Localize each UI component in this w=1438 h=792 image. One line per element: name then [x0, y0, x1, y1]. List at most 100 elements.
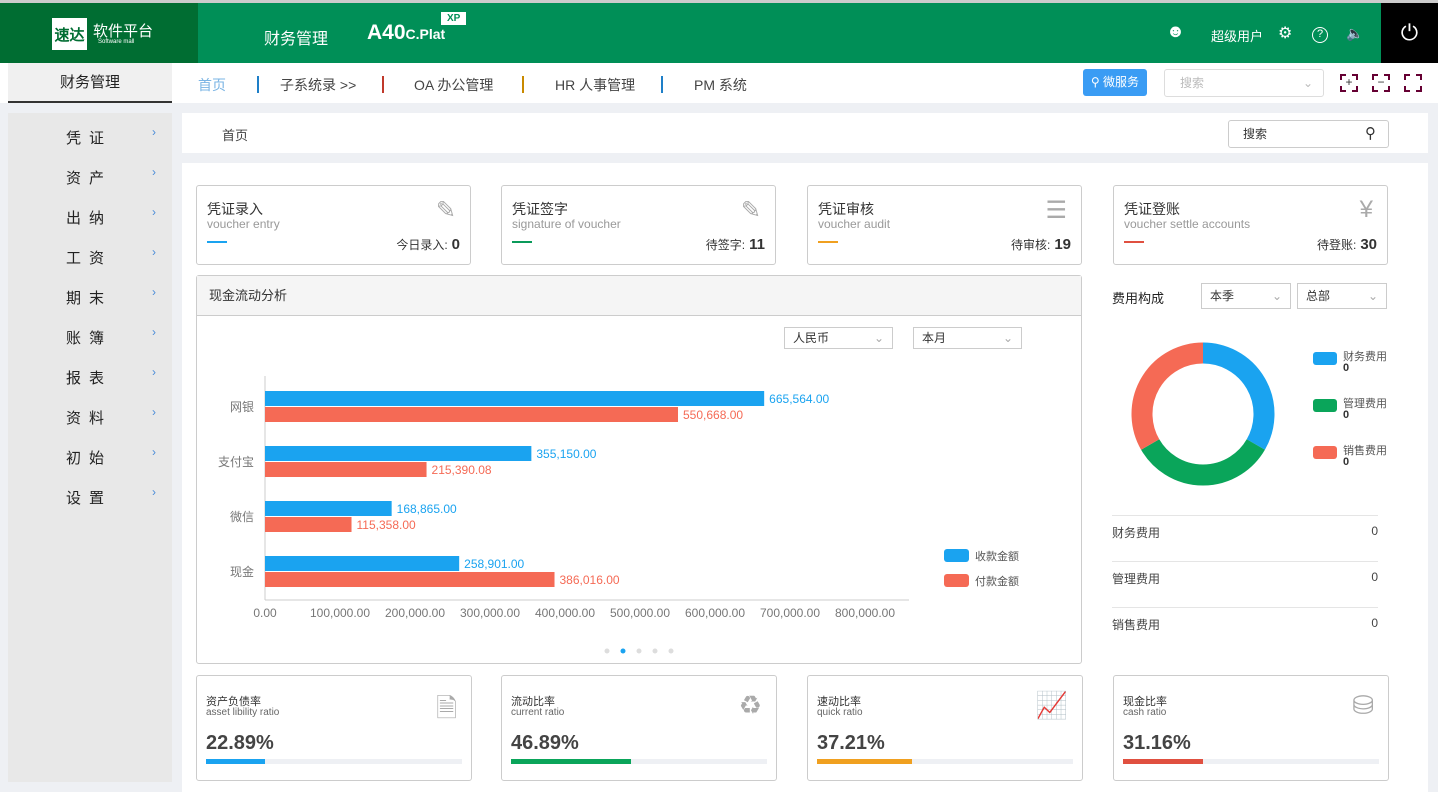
card-subtitle: voucher entry	[207, 217, 280, 231]
fullscreen-icon[interactable]	[1404, 74, 1422, 92]
nav-separator	[661, 76, 663, 93]
card-subtitle: voucher audit	[818, 217, 891, 231]
nav-separator	[522, 76, 524, 93]
chevron-down-icon: ⌄	[873, 331, 884, 345]
micro-service-label: 微服务	[1103, 75, 1140, 89]
speaker-icon[interactable]: 🔈	[1346, 25, 1364, 41]
legend-name: 管理费用	[1343, 398, 1387, 410]
zoom-in-icon[interactable]: +	[1340, 74, 1358, 92]
user-name[interactable]: 超级用户	[1211, 29, 1264, 44]
power-icon[interactable]: ⏻	[1381, 3, 1438, 63]
sidebar-item[interactable]: 初始 ›	[8, 435, 172, 475]
module-tab[interactable]: 财务管理	[8, 63, 172, 103]
fee-value: 0	[1371, 524, 1378, 538]
gear-icon[interactable]: ⚙	[1278, 25, 1293, 42]
sidebar-item[interactable]: 资料 ›	[8, 395, 172, 435]
sidebar-item[interactable]: 期末 ›	[8, 275, 172, 315]
sidebar-item[interactable]: 账簿 ›	[8, 315, 172, 355]
pager-dot[interactable]	[604, 648, 610, 654]
nav-hr[interactable]: HR 人事管理	[555, 77, 636, 93]
legend-value: 0	[1343, 362, 1350, 374]
category-label: 网银	[230, 400, 254, 414]
fee-title: 费用构成	[1112, 291, 1165, 306]
breadcrumb-home[interactable]: 首页	[222, 128, 249, 143]
search-input[interactable]: 搜索 ⚲	[1228, 120, 1389, 148]
sidebar-item[interactable]: 出纳 ›	[8, 195, 172, 235]
ratio-progress-fill	[511, 759, 632, 764]
chevron-right-icon: ›	[152, 325, 156, 339]
bar-payment[interactable]	[265, 407, 679, 422]
ratio-card[interactable]: 资产负债率 asset libility ratio 22.89% 🗎	[196, 675, 472, 781]
sidebar-item[interactable]: 工资 ›	[8, 235, 172, 275]
user-icon[interactable]: ☻	[1166, 21, 1185, 41]
voucher-card[interactable]: 凭证登账 voucher settle accounts 待登账: 30 ¥	[1113, 185, 1388, 265]
chevron-right-icon: ›	[152, 365, 156, 379]
donut-slice[interactable]	[1202, 342, 1275, 450]
chevron-down-icon: ⌄	[1002, 331, 1013, 345]
cashflow-panel: 现金流动分析 人民币 ⌄ 本月 ⌄ 0.00 100,000.00 200,000.00…	[196, 275, 1082, 664]
ratio-subtitle: quick ratio	[817, 707, 863, 718]
legend-label[interactable]: 收款金额	[975, 549, 1019, 563]
period-select[interactable]: 本月 ⌄	[913, 327, 1022, 349]
voucher-card[interactable]: 凭证审核 voucher audit 待审核: 19 ☰	[807, 185, 1082, 265]
fee-period-select[interactable]: 本季 ⌄	[1201, 283, 1291, 309]
bar-payment[interactable]	[265, 572, 555, 587]
ratio-card[interactable]: 现金比率 cash ratio 31.16% ⛁	[1113, 675, 1389, 781]
coins-icon: ⛁	[1352, 690, 1374, 720]
nav-oa[interactable]: OA 办公管理	[414, 77, 494, 93]
bar-value-label: 168,865.00	[397, 502, 457, 516]
nav-pm[interactable]: PM 系统	[694, 77, 747, 93]
ratio-card[interactable]: 流动比率 current ratio 46.89% ♻	[501, 675, 777, 781]
voucher-card[interactable]: 凭证录入 voucher entry 今日录入: 0 ✎	[196, 185, 471, 265]
top-search-select[interactable]: 搜索 ⌄	[1164, 69, 1324, 97]
legend-label[interactable]: 付款金额	[975, 574, 1019, 588]
ratio-card[interactable]: 速动比率 quick ratio 37.21% 📈	[807, 675, 1083, 781]
bar-payment[interactable]	[265, 517, 352, 532]
sidebar: 凭证 › 资产 › 出纳 › 工资 › 期末 › 账簿 › 报表 › 资料 › 初始 › 设置 ›	[8, 113, 172, 782]
pager-dot[interactable]	[620, 648, 626, 654]
nav-subsystems[interactable]: 子系统录 >>	[280, 77, 357, 93]
product-suffix: C.Plat	[405, 26, 446, 42]
bar-receipt[interactable]	[265, 446, 532, 461]
bar-receipt[interactable]	[265, 391, 765, 406]
card-subtitle: signature of voucher	[512, 217, 621, 231]
micro-service-button[interactable]: ⚲ 微服务	[1083, 69, 1147, 96]
nav-home[interactable]: 首页	[198, 77, 226, 93]
help-icon[interactable]: ?	[1312, 27, 1328, 43]
sidebar-item[interactable]: 凭证 ›	[8, 115, 172, 155]
pager-dot[interactable]	[652, 648, 658, 654]
pager-dot[interactable]	[636, 648, 642, 654]
fee-name: 财务费用	[1112, 526, 1161, 540]
donut-slice[interactable]	[1131, 342, 1204, 450]
bar-payment[interactable]	[265, 462, 427, 477]
bar-receipt[interactable]	[265, 501, 392, 516]
currency-value: 人民币	[793, 331, 830, 345]
donut-slice[interactable]	[1141, 438, 1265, 486]
card-accent	[512, 241, 532, 243]
fee-scope-select[interactable]: 总部 ⌄	[1297, 283, 1387, 309]
currency-cycle-icon: ♻	[738, 690, 762, 720]
card-title: 凭证签字	[512, 201, 568, 217]
sidebar-item[interactable]: 设置 ›	[8, 475, 172, 515]
card-title: 凭证登账	[1124, 201, 1180, 217]
legend-swatch	[944, 549, 969, 562]
sidebar-item-label: 工资	[66, 250, 113, 267]
chevron-right-icon: ›	[152, 485, 156, 499]
ratio-progress	[511, 759, 767, 764]
category-label: 现金	[230, 564, 254, 579]
legend-swatch	[944, 574, 969, 587]
zoom-out-icon[interactable]: −	[1372, 74, 1390, 92]
document-icon: ✎	[435, 197, 456, 224]
document-icon: ☰	[1045, 197, 1067, 224]
pager-dot[interactable]	[668, 648, 674, 654]
search-icon[interactable]: ⚲	[1365, 125, 1376, 142]
logo-subtitle: Software mall	[98, 39, 135, 45]
sidebar-item[interactable]: 报表 ›	[8, 355, 172, 395]
sidebar-item[interactable]: 资产 ›	[8, 155, 172, 195]
ratio-title: 流动比率	[511, 696, 555, 708]
voucher-card[interactable]: 凭证签字 signature of voucher 待签字: 11 ✎	[501, 185, 776, 265]
bar-receipt[interactable]	[265, 556, 460, 571]
legend-swatch	[1313, 352, 1337, 365]
currency-select[interactable]: 人民币 ⌄	[784, 327, 893, 349]
x-tick-label: 800,000.00	[835, 606, 895, 620]
